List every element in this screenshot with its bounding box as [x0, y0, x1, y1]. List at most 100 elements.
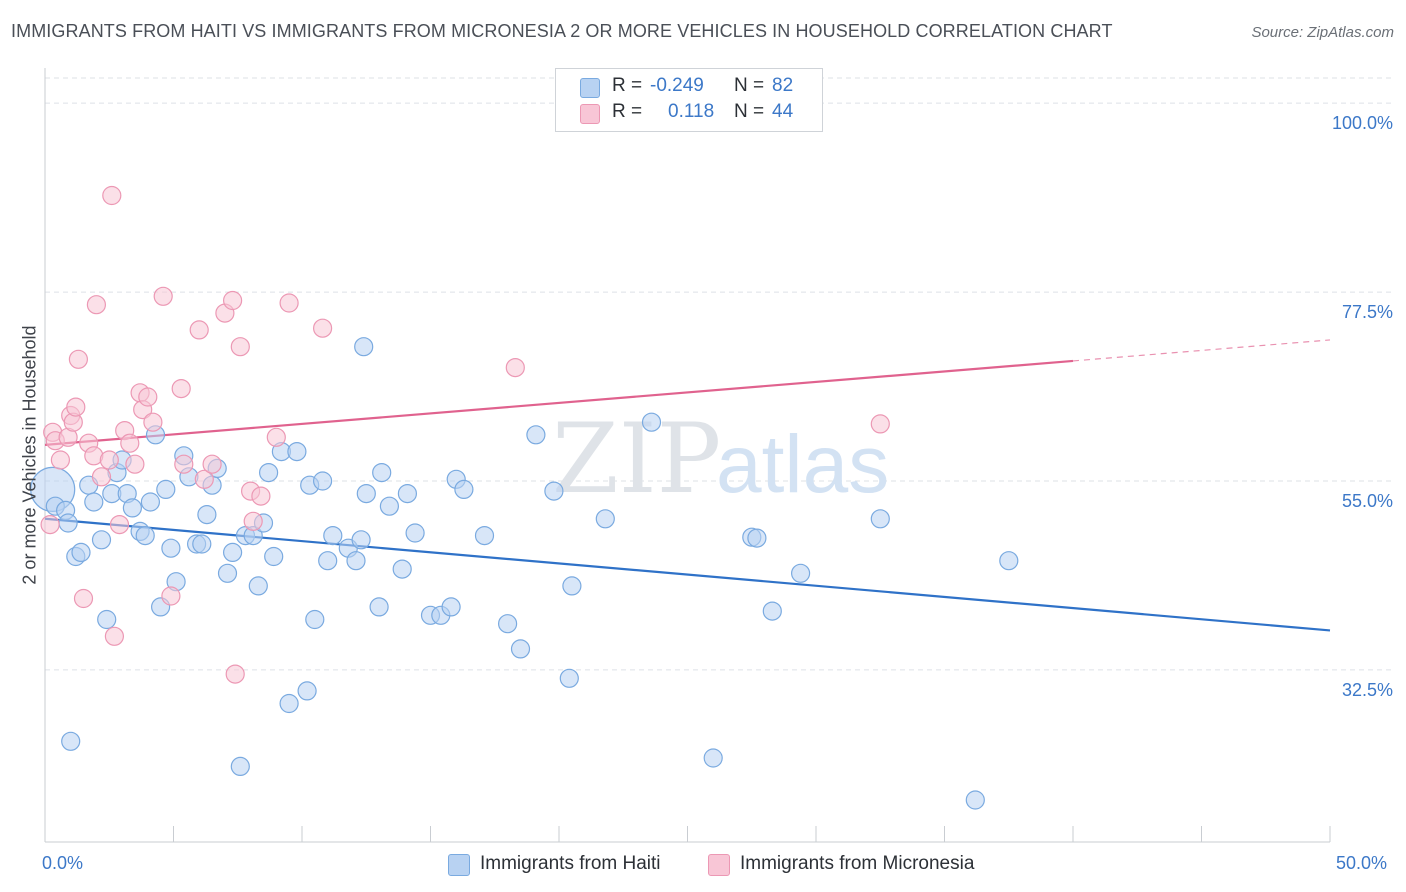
point-haiti [595, 509, 615, 529]
point-micronesia [91, 467, 112, 487]
point-haiti [526, 425, 546, 445]
legend-swatch-micronesia [708, 854, 730, 876]
point-haiti [369, 597, 389, 617]
legend-n-value: 44 [772, 101, 794, 122]
point-haiti [544, 481, 564, 501]
point-haiti [71, 542, 91, 563]
point-haiti [790, 563, 811, 583]
point-haiti [999, 551, 1019, 571]
point-haiti [97, 609, 117, 630]
point-micronesia [202, 454, 222, 474]
point-haiti [248, 576, 268, 596]
point-micronesia [251, 486, 271, 506]
correlation-legend: R = -0.249 N = 82 R = 0.118 N = 44 [555, 68, 823, 132]
point-micronesia [125, 454, 145, 474]
point-haiti [703, 748, 723, 768]
legend-label-haiti: Immigrants from Haiti [480, 853, 661, 874]
point-micronesia [99, 450, 119, 470]
point-micronesia [194, 469, 214, 489]
legend-swatch-micronesia [580, 104, 600, 124]
legend-n-value: 82 [772, 75, 794, 96]
point-haiti [58, 513, 78, 533]
point-haiti [230, 756, 250, 777]
point-micronesia [66, 397, 86, 417]
axes-layer [44, 68, 1331, 843]
point-haiti [454, 479, 474, 499]
trendline-micronesia [44, 359, 1074, 446]
points-layer [30, 185, 1019, 810]
grid-layer [45, 77, 1392, 671]
watermark-zip: ZIP [552, 403, 721, 515]
legend-r-value: 0.118 [668, 101, 715, 122]
point-haiti [498, 614, 518, 634]
legend-label-micronesia: Immigrants from Micronesia [740, 853, 975, 874]
point-haiti [305, 609, 325, 630]
legend-r-label: R = [612, 101, 643, 122]
point-haiti [140, 492, 160, 512]
point-haiti [91, 530, 112, 550]
point-micronesia [171, 379, 191, 399]
point-haiti [559, 668, 579, 688]
point-haiti [762, 601, 782, 621]
point-micronesia [120, 433, 140, 453]
point-micronesia [279, 293, 299, 313]
x-tick-label: 0.0% [42, 853, 84, 873]
point-haiti [223, 542, 243, 563]
point-micronesia [174, 454, 194, 474]
point-micronesia [153, 286, 173, 306]
point-haiti [318, 551, 338, 571]
point-micronesia [50, 450, 71, 470]
legend-swatch-haiti [448, 854, 470, 876]
series-micronesia [40, 185, 890, 684]
point-micronesia [143, 412, 163, 432]
y-tick-label: 55.0% [1341, 490, 1393, 511]
y-axis-label: 2 or more Vehicles in Household [19, 325, 40, 585]
point-haiti [279, 693, 299, 714]
point-haiti [264, 546, 284, 567]
legend-swatch-haiti [580, 78, 600, 98]
point-micronesia [40, 514, 60, 535]
point-haiti [641, 412, 662, 432]
trendline-extension-micronesia [1072, 339, 1331, 362]
point-micronesia [86, 295, 107, 315]
point-haiti [161, 538, 181, 558]
point-micronesia [230, 337, 250, 357]
point-haiti [372, 463, 392, 483]
point-haiti [351, 530, 371, 550]
point-haiti [313, 471, 333, 491]
point-micronesia [73, 588, 94, 609]
point-micronesia [223, 290, 243, 311]
point-haiti [259, 463, 279, 483]
point-haiti [346, 551, 366, 571]
y-tick-label: 32.5% [1341, 679, 1393, 700]
watermark: ZIP atlas [552, 403, 889, 515]
point-micronesia [266, 427, 286, 447]
point-haiti [192, 534, 212, 554]
point-haiti [562, 576, 582, 596]
x-tick-label: 50.0% [1336, 853, 1388, 873]
point-micronesia [505, 358, 525, 378]
point-haiti [84, 492, 104, 512]
chart-source: Source: ZipAtlas.com [1251, 24, 1394, 41]
point-haiti [965, 790, 985, 810]
y-tick-label: 100.0% [1331, 113, 1393, 134]
point-haiti [392, 559, 412, 579]
point-haiti [474, 525, 495, 546]
point-micronesia [104, 626, 125, 646]
series-legend: Immigrants from Haiti Immigrants from Mi… [0, 852, 1406, 878]
point-micronesia [138, 387, 158, 407]
point-micronesia [870, 414, 890, 434]
legend-n-label: N = [734, 101, 765, 122]
point-haiti [217, 563, 238, 583]
watermark-atlas: atlas [716, 419, 889, 510]
point-micronesia [189, 320, 209, 340]
point-haiti [135, 525, 155, 546]
point-micronesia [313, 318, 333, 338]
point-haiti [397, 484, 417, 504]
legend-r-label: R = [612, 75, 643, 96]
point-haiti [354, 337, 374, 357]
point-haiti [197, 504, 217, 525]
point-haiti [61, 731, 81, 751]
point-haiti [441, 597, 461, 617]
